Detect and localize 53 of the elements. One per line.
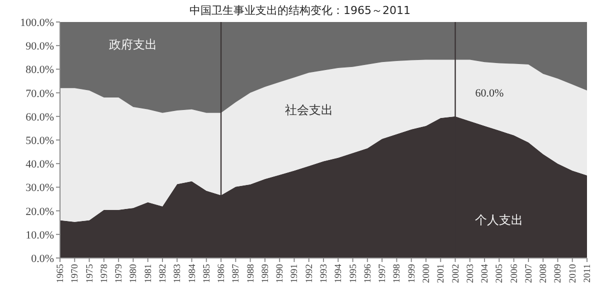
series-label: 社会支出 — [284, 103, 333, 118]
x-tick-label: 1978 — [100, 264, 110, 283]
series-label: 个人支出 — [475, 212, 524, 227]
x-tick-label: 1997 — [378, 264, 388, 283]
x-tick-label: 1979 — [114, 264, 125, 283]
x-tick-label: 1995 — [348, 264, 359, 283]
x-tick-label: 1993 — [320, 264, 330, 283]
x-tick-label: 2009 — [554, 264, 564, 283]
y-tick-label: 50.0% — [26, 135, 54, 147]
chart-title: 中国卫生事业支出的结构变化：1965～2011 — [190, 4, 410, 17]
x-tick-label: 1989 — [260, 264, 271, 283]
x-tick-label: 2002 — [451, 264, 462, 283]
y-tick-label: 80.0% — [26, 64, 54, 76]
x-tick-label: 1988 — [246, 264, 256, 283]
x-tick-label: 2003 — [466, 264, 476, 283]
x-tick-label: 1991 — [290, 264, 300, 283]
x-tick-label: 1970 — [70, 264, 81, 283]
x-tick-label: 1982 — [158, 264, 168, 283]
x-tick-label: 1986 — [217, 264, 228, 283]
x-tick-label: 1965 — [56, 264, 66, 283]
y-tick-label: 30.0% — [26, 182, 54, 194]
x-tick-label: 2004 — [480, 264, 491, 283]
x-tick-label: 1983 — [173, 264, 184, 283]
x-tick-label: 1984 — [188, 264, 198, 283]
y-tick-label: 70.0% — [26, 88, 54, 100]
y-tick-label: 60.0% — [26, 111, 54, 124]
x-tick-label: 1981 — [144, 264, 154, 283]
x-tick-label: 2007 — [524, 264, 534, 283]
y-tick-label: 20.0% — [26, 206, 54, 218]
x-tick-label: 1994 — [334, 264, 344, 283]
x-tick-label: 2001 — [436, 264, 447, 283]
x-tick-label: 1996 — [363, 264, 374, 283]
x-tick-label: 1999 — [407, 264, 418, 283]
x-tick-label: 1980 — [129, 264, 140, 283]
annotation: 60.0% — [475, 87, 504, 100]
y-tick-label: 90.0% — [26, 40, 54, 53]
series-label: 政府支出 — [109, 38, 158, 52]
y-tick-label: 100.0% — [20, 17, 54, 29]
x-tick-label: 2005 — [495, 264, 506, 283]
x-tick-label: 1990 — [276, 264, 286, 283]
x-tick-label: 2011 — [583, 264, 593, 283]
x-tick-label: 2008 — [539, 264, 550, 283]
y-tick-label: 0.0% — [31, 253, 54, 265]
y-tick-label: 10.0% — [26, 229, 54, 242]
x-tick-label: 1992 — [304, 264, 315, 283]
x-tick-label: 2006 — [510, 264, 520, 283]
x-tick-label: 1987 — [232, 264, 242, 283]
x-tick-label: 2010 — [568, 264, 578, 283]
x-tick-label: 2000 — [422, 264, 432, 283]
x-tick-label: 1985 — [202, 264, 212, 283]
y-tick-label: 40.0% — [26, 158, 54, 171]
x-tick-label: 1998 — [392, 264, 403, 283]
x-tick-label: 1975 — [85, 264, 96, 283]
